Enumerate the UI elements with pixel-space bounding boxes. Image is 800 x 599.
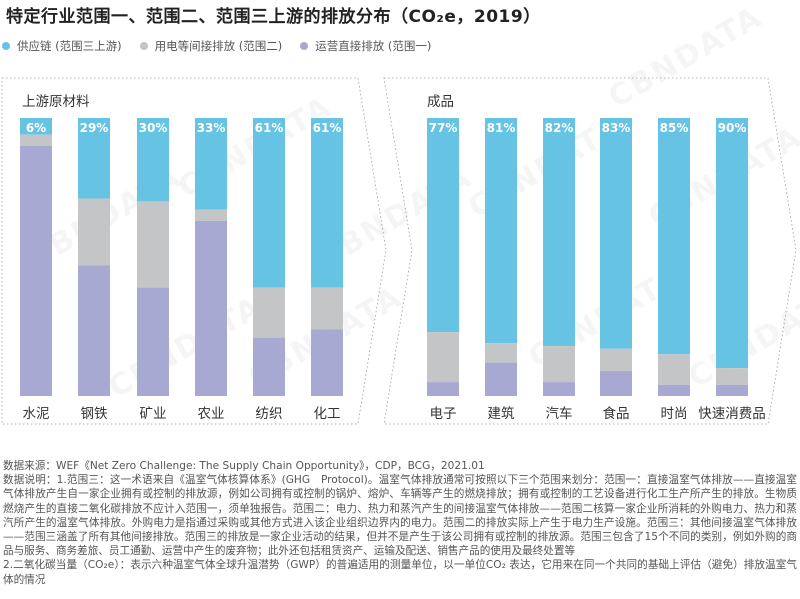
bar-segment-upstream-5-series-0 [311, 118, 343, 288]
bar-segment-products-1-series-1 [485, 343, 517, 363]
category-label: 化工 [314, 406, 341, 422]
legend-dot-icon [139, 42, 148, 50]
bar-segment-products-3-series-2 [600, 370, 632, 396]
bar-segment-products-5-series-0 [716, 118, 748, 369]
panel-frame-upstream [1, 77, 387, 425]
category-label: 电子 [430, 406, 457, 422]
data-label: 29% [80, 121, 109, 135]
bar-segment-upstream-5-series-2 [311, 329, 343, 396]
data-label: 33% [197, 121, 226, 135]
bar-segment-products-0-series-1 [427, 332, 459, 383]
legend-dot-icon [2, 42, 10, 50]
data-label: 61% [255, 121, 284, 135]
footnotes: 数据来源：WEF《Net Zero Challenge: The Supply … [3, 459, 797, 587]
category-label: 矿业 [140, 406, 167, 422]
bar-segment-products-2-series-2 [543, 382, 575, 396]
category-label: 建筑 [488, 406, 516, 422]
bar-segment-products-4-series-2 [658, 384, 690, 396]
panel-title-products: 成品 [427, 94, 454, 110]
bar-segment-upstream-2-series-1 [137, 201, 169, 288]
category-label: 钢铁 [81, 406, 108, 422]
data-label: 90% [718, 121, 747, 135]
bar-segment-products-5-series-1 [716, 368, 748, 385]
bar-segment-upstream-4-series-2 [253, 337, 285, 396]
bar-segment-products-2-series-0 [543, 118, 575, 346]
bar-segment-upstream-2-series-2 [137, 287, 169, 396]
category-label: 汽车 [546, 405, 573, 422]
data-label: 77% [429, 121, 458, 135]
legend-label: 用电等间接排放 (范围二) [154, 39, 283, 53]
bar-segment-upstream-5-series-1 [311, 287, 343, 330]
co2e-note: 2.二氧化碳当量（CO₂e）：表示六种温室气体全球升温潜势（GWP）的普遍适用的… [3, 559, 797, 586]
bar-segment-products-2-series-1 [543, 345, 575, 383]
category-label: 纺织 [256, 406, 283, 422]
bar-segment-upstream-4-series-0 [253, 118, 285, 288]
category-label: 时尚 [661, 406, 688, 422]
bar-segment-products-5-series-2 [716, 384, 748, 396]
bar-segment-products-3-series-0 [600, 118, 632, 349]
category-label: 水泥 [23, 406, 50, 422]
data-label: 82% [545, 121, 574, 135]
data-source-note: 数据来源：WEF《Net Zero Challenge: The Supply … [3, 460, 485, 472]
bar-segment-upstream-3-series-1 [195, 209, 227, 221]
data-label: 83% [602, 121, 631, 135]
data-label: 61% [313, 121, 342, 135]
bar-segment-upstream-3-series-0 [195, 118, 227, 210]
data-label: 81% [487, 121, 516, 135]
bar-segment-products-0-series-2 [427, 382, 459, 396]
category-label: 农业 [198, 406, 225, 422]
legend-item-scope2: 用电等间接排放 (范围二) [139, 38, 283, 54]
bar-segment-products-4-series-1 [658, 354, 690, 385]
legend: 供应链 (范围三上游) 用电等间接排放 (范围二) 运营直接排放 (范围一) [2, 38, 431, 54]
legend-dot-icon [300, 42, 309, 50]
category-label: 食品 [603, 405, 630, 422]
stacked-bar-chart: 上游原材料 成品 6% 水泥 29% 钢铁 30% 矿业 33% 农业 61% 纺织 61% 化工 77… [1, 77, 797, 425]
bar-segment-products-4-series-0 [658, 118, 690, 355]
data-label: 30% [139, 121, 168, 135]
bar-segment-upstream-1-series-1 [78, 198, 110, 266]
bar-segment-upstream-0-series-0 [20, 118, 52, 135]
bar-segment-products-1-series-2 [485, 362, 517, 396]
panel-title-upstream: 上游原材料 [22, 94, 90, 110]
bar-segment-upstream-4-series-1 [253, 287, 285, 338]
data-explanation-note: 数据说明：1.范围三：这一术语来自《温室气体核算体系》(GHG Protocol… [3, 474, 797, 558]
bar-segment-upstream-1-series-2 [78, 265, 110, 396]
panel-frame-products [383, 77, 797, 425]
bar-segment-upstream-1-series-0 [78, 118, 110, 199]
bar-segment-upstream-3-series-2 [195, 220, 227, 396]
data-label: 85% [660, 121, 689, 135]
bar-segment-products-0-series-0 [427, 118, 459, 333]
bar-segment-products-1-series-0 [485, 118, 517, 344]
data-label: 6% [26, 121, 46, 135]
bar-segment-upstream-0-series-1 [20, 134, 52, 146]
legend-label: 运营直接排放 (范围一) [315, 39, 432, 53]
bar-segment-upstream-0-series-2 [20, 145, 52, 396]
category-label: 快速消费品 [698, 406, 766, 422]
legend-item-scope3: 供应链 (范围三上游) [2, 38, 122, 54]
legend-label: 供应链 (范围三上游) [17, 39, 122, 53]
chart-title: 特定行业范围一、范围二、范围三上游的排放分布（CO₂e，2019） [6, 7, 541, 27]
bar-segment-products-3-series-1 [600, 348, 632, 371]
legend-item-scope1: 运营直接排放 (范围一) [300, 38, 431, 54]
bar-segment-upstream-2-series-0 [137, 118, 169, 202]
